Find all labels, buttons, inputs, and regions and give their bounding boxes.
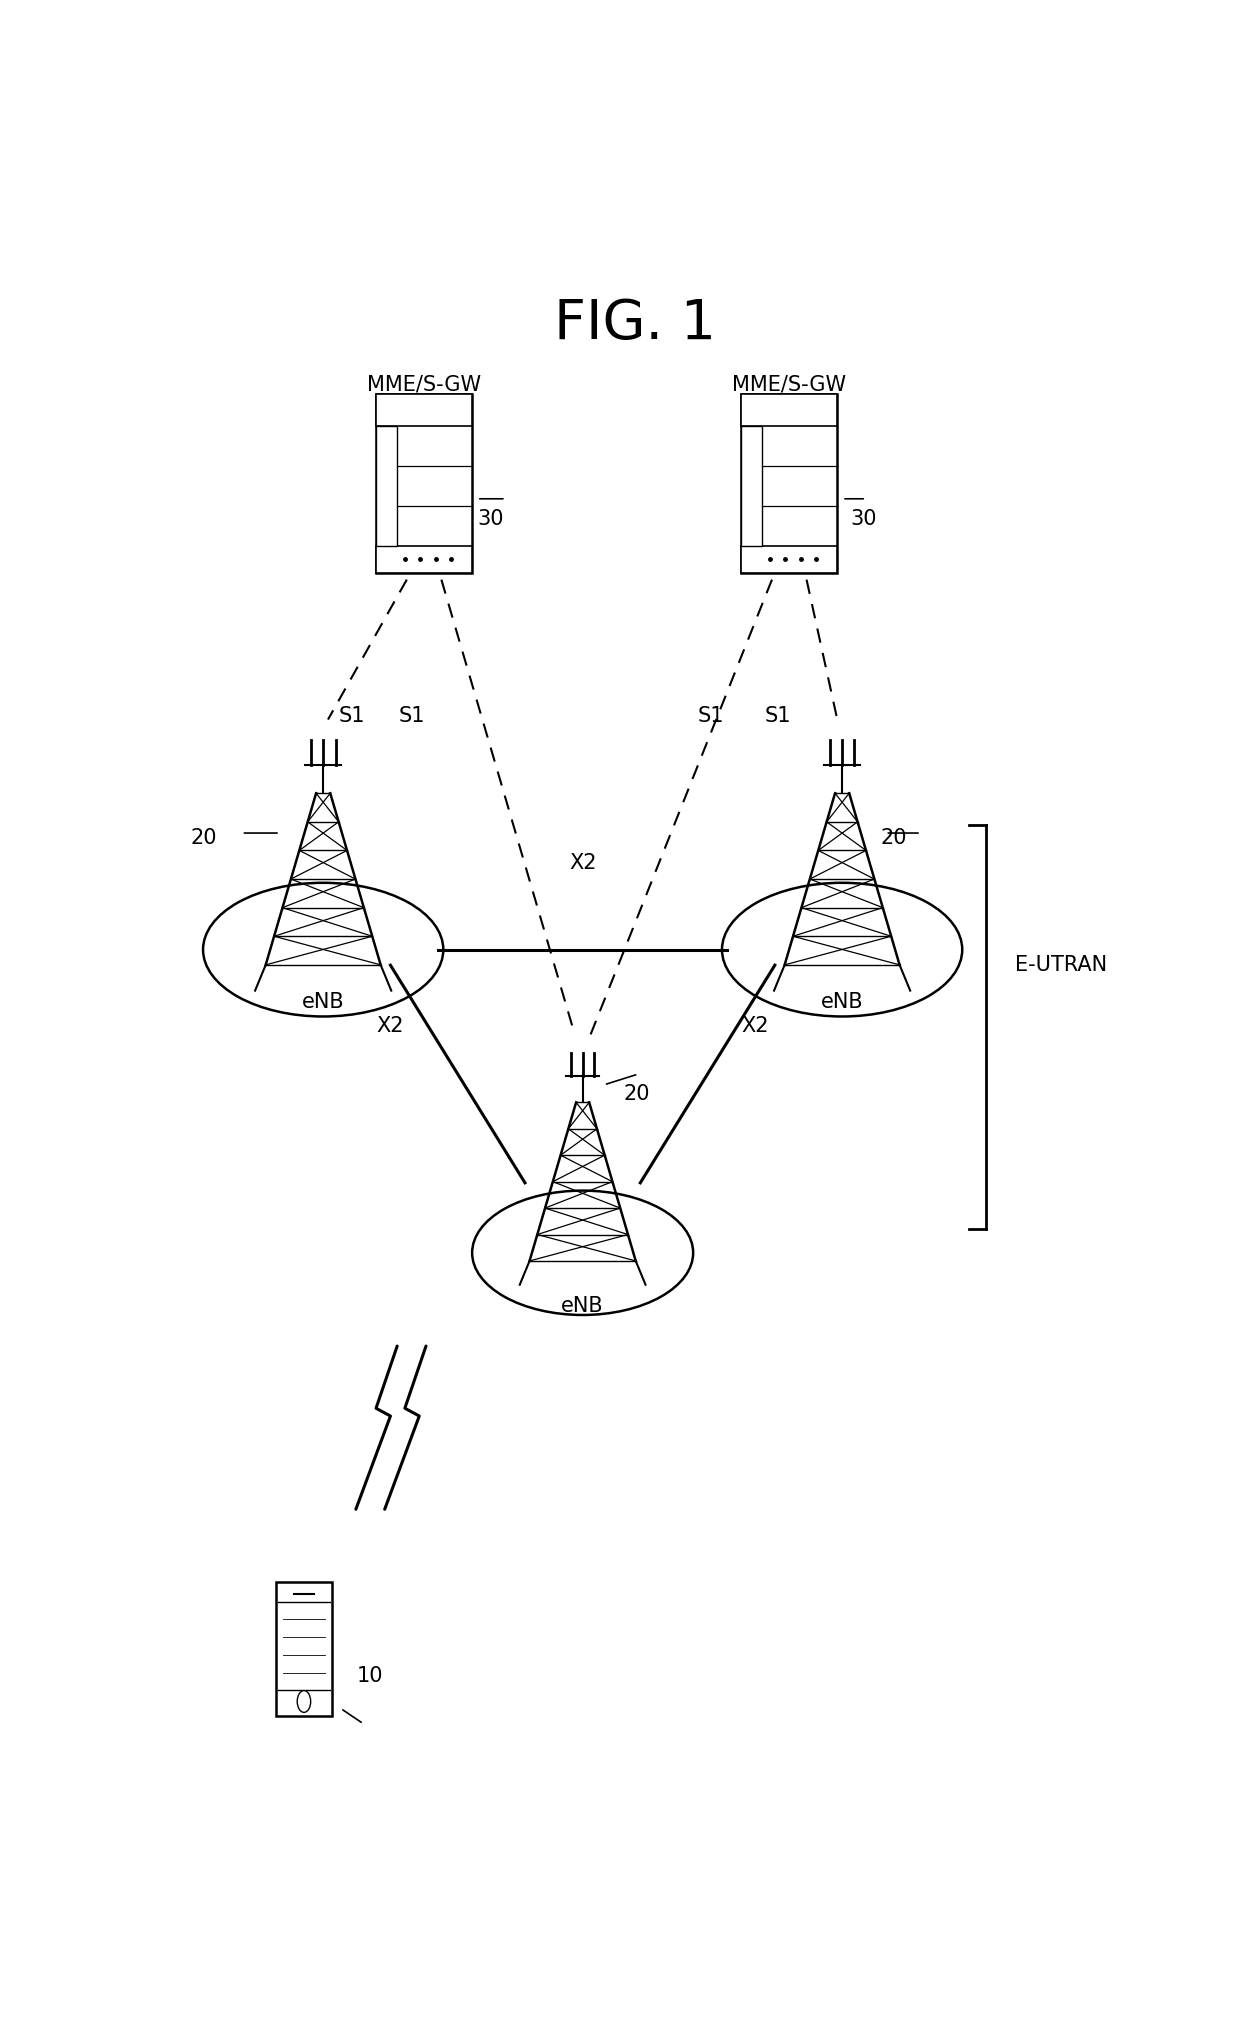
Text: eNB: eNB	[562, 1296, 604, 1316]
Ellipse shape	[203, 882, 444, 1016]
Bar	[742, 426, 763, 545]
Text: MME/S-GW: MME/S-GW	[732, 376, 847, 394]
Text: S1: S1	[398, 707, 425, 727]
Ellipse shape	[472, 1191, 693, 1314]
Text: E-UTRAN: E-UTRAN	[1016, 955, 1107, 975]
Text: 10: 10	[357, 1666, 383, 1686]
Text: X2: X2	[742, 1016, 769, 1036]
Text: X2: X2	[377, 1016, 404, 1036]
Bar	[376, 426, 397, 545]
Text: 20: 20	[880, 828, 906, 848]
Text: X2: X2	[569, 852, 596, 872]
FancyBboxPatch shape	[275, 1583, 332, 1716]
FancyBboxPatch shape	[742, 394, 837, 573]
Bar	[376, 545, 472, 573]
Text: eNB: eNB	[821, 991, 863, 1012]
Text: MME/S-GW: MME/S-GW	[367, 376, 481, 394]
Text: eNB: eNB	[301, 991, 345, 1012]
Text: 30: 30	[851, 509, 877, 529]
Text: 20: 20	[624, 1084, 651, 1104]
Bar	[742, 545, 837, 573]
Bar	[376, 394, 472, 426]
Text: FIG. 1: FIG. 1	[554, 297, 717, 351]
Text: S1: S1	[765, 707, 791, 727]
Circle shape	[298, 1690, 311, 1712]
Text: S1: S1	[339, 707, 366, 727]
FancyBboxPatch shape	[376, 394, 472, 573]
Text: 30: 30	[477, 509, 503, 529]
Ellipse shape	[722, 882, 962, 1016]
Bar	[742, 394, 837, 426]
Text: 20: 20	[191, 828, 217, 848]
Text: S1: S1	[697, 707, 724, 727]
